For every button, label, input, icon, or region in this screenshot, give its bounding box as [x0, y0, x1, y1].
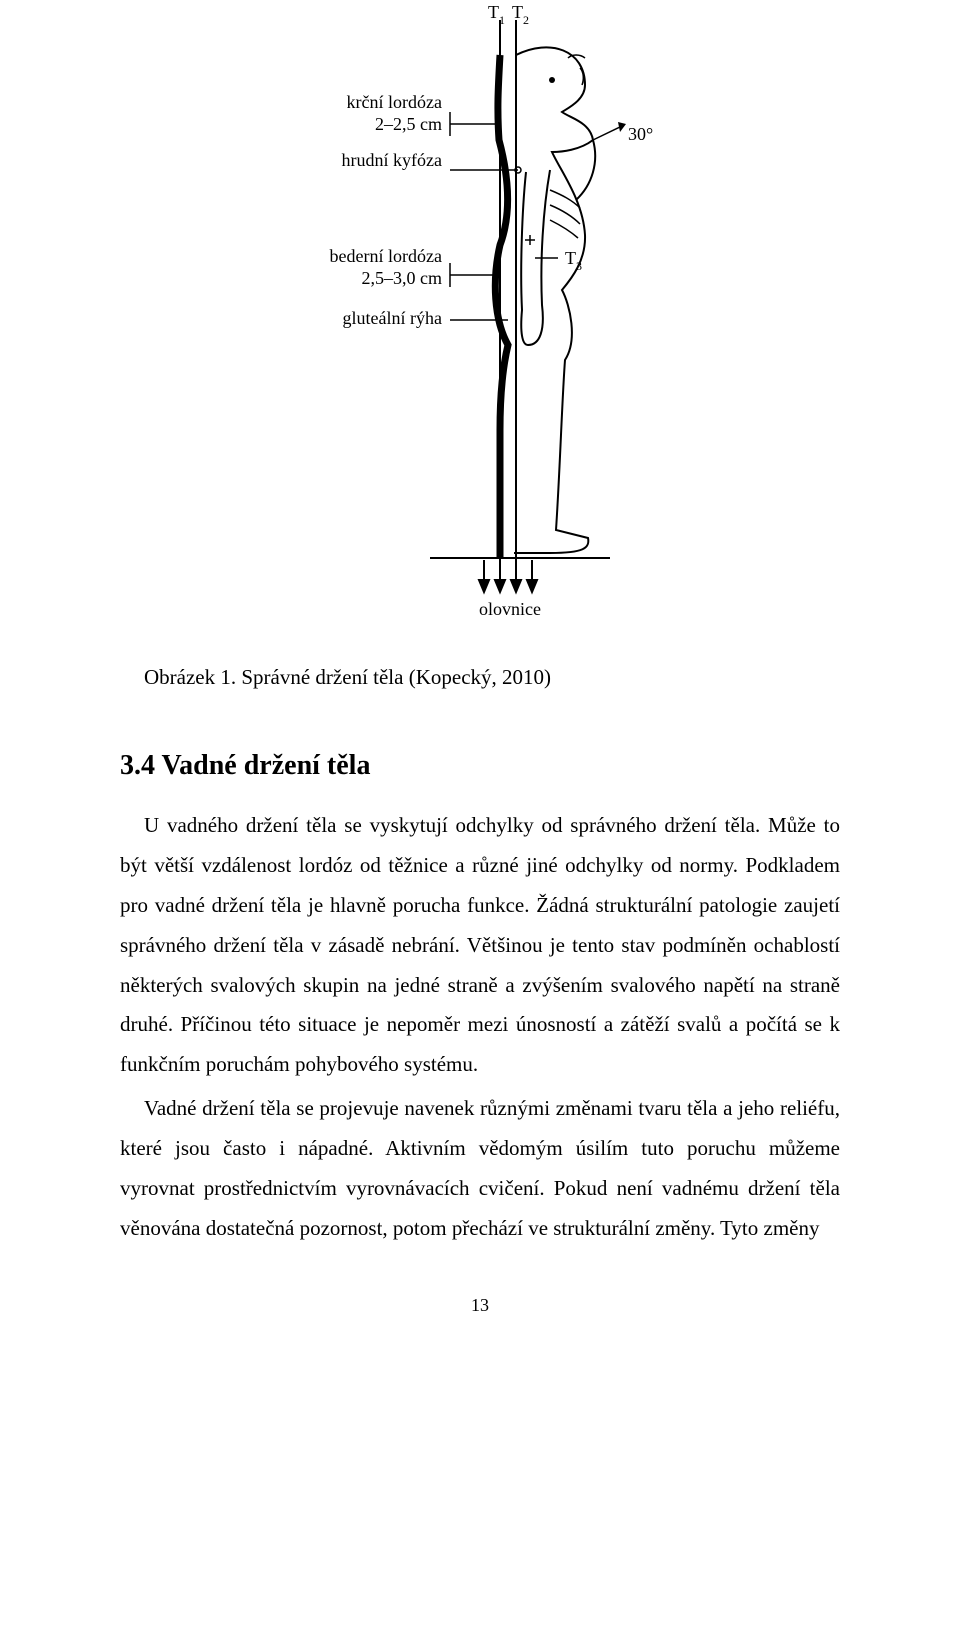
figure-container: T1 T2 T3 30° krční lordóza 2–2,5 cm hrud… [120, 0, 840, 625]
svg-text:bederní lordóza: bederní lordóza [330, 246, 442, 266]
page: T1 T2 T3 30° krční lordóza 2–2,5 cm hrud… [0, 0, 960, 1356]
posture-figure: T1 T2 T3 30° krční lordóza 2–2,5 cm hrud… [250, 0, 710, 625]
svg-text:T2: T2 [512, 2, 529, 27]
svg-text:T3: T3 [565, 248, 582, 273]
svg-text:hrudní kyfóza: hrudní kyfóza [342, 150, 442, 170]
svg-text:T1: T1 [488, 2, 505, 27]
svg-text:2,5–3,0 cm: 2,5–3,0 cm [362, 268, 443, 288]
body-paragraph-2: Vadné držení těla se projevuje navenek r… [120, 1089, 840, 1249]
svg-text:krční lordóza: krční lordóza [347, 92, 442, 112]
section-heading: 3.4 Vadné držení těla [120, 750, 840, 782]
svg-text:gluteální rýha: gluteální rýha [343, 308, 442, 328]
page-number: 13 [120, 1295, 840, 1316]
svg-text:2–2,5 cm: 2–2,5 cm [375, 114, 442, 134]
body-paragraph-1: U vadného držení těla se vyskytují odchy… [120, 806, 840, 1085]
svg-text:30°: 30° [628, 124, 653, 144]
posture-diagram-svg: T1 T2 T3 30° krční lordóza 2–2,5 cm hrud… [250, 0, 710, 620]
figure-caption: Obrázek 1. Správné držení těla (Kopecký,… [120, 665, 840, 690]
svg-text:olovnice: olovnice [479, 599, 541, 619]
